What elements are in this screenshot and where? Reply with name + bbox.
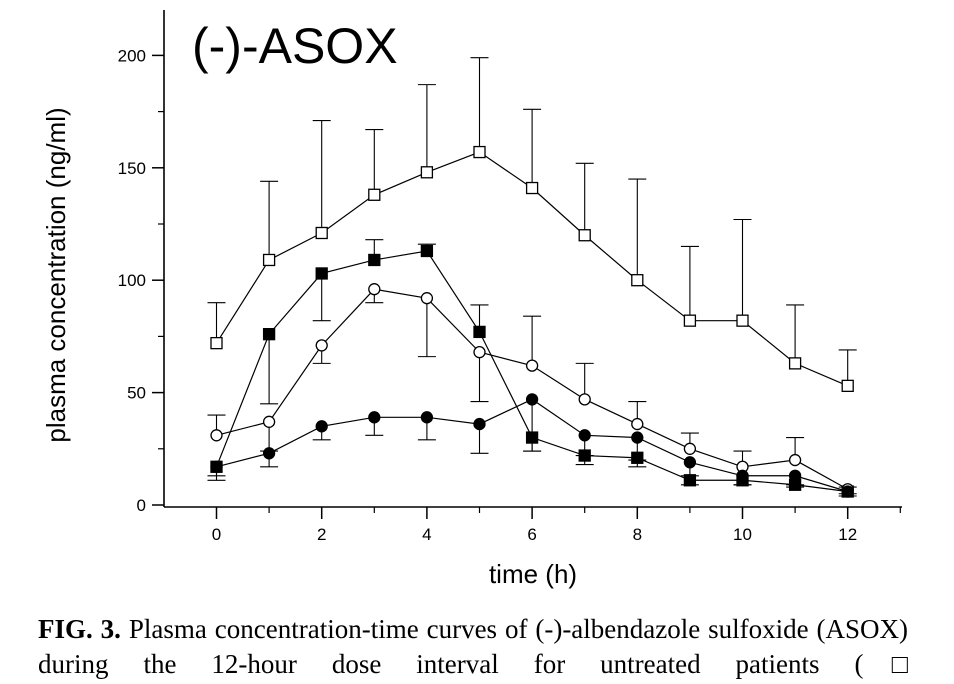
data-point: [368, 188, 381, 201]
figure-caption: FIG. 3. Plasma concentration-time curves …: [38, 612, 908, 682]
series-open-square: [207, 57, 857, 393]
x-tick-label: 6: [527, 525, 536, 544]
data-point: [315, 267, 328, 280]
caption-text: Plasma concentration-time curves of (-)-…: [38, 614, 908, 679]
data-point: [788, 357, 802, 370]
x-tick-label: 4: [422, 525, 431, 544]
x-tick-label: 12: [838, 525, 857, 544]
data-point: [420, 411, 434, 424]
y-tick-label: 0: [137, 496, 146, 515]
x-tick-label: 2: [317, 525, 326, 544]
data-point: [525, 393, 539, 406]
data-point: [262, 447, 276, 460]
data-point: [525, 181, 539, 195]
data-point: [420, 244, 434, 258]
data-point: [368, 411, 381, 424]
data-point: [841, 485, 854, 498]
figure-label: FIG. 3.: [38, 614, 121, 644]
data-point: [578, 429, 591, 442]
data-point: [631, 274, 644, 287]
y-tick-label: 100: [118, 271, 146, 290]
x-axis-label: time (h): [489, 559, 577, 589]
data-point: [841, 379, 854, 393]
data-point: [736, 314, 749, 327]
data-point: [262, 328, 276, 341]
chart-axes: [163, 10, 902, 508]
data-point: [420, 292, 434, 305]
y-axis-ticks: 0 50 100 150 200: [118, 46, 164, 515]
chart-title: (-)-ASOX: [192, 18, 398, 74]
data-point: [683, 456, 697, 469]
y-tick-label: 200: [118, 46, 146, 65]
y-axis-label: plasma concentration (ng/ml): [41, 107, 71, 442]
data-point: [525, 359, 539, 372]
data-point: [578, 393, 591, 406]
x-tick-label: 0: [212, 525, 221, 544]
x-axis-ticks: 0 2 4 6 8 10 12: [212, 507, 901, 544]
data-point: [368, 253, 381, 267]
data-point: [683, 442, 697, 455]
data-point: [631, 417, 644, 431]
data-point: [788, 469, 802, 482]
data-point: [473, 417, 486, 431]
data-point: [473, 325, 486, 339]
series-filled-circle: [207, 393, 857, 498]
data-point: [315, 226, 328, 240]
y-tick-label: 150: [118, 159, 146, 178]
data-point: [262, 415, 276, 428]
data-point: [736, 469, 749, 482]
data-point: [683, 474, 697, 487]
data-point: [368, 283, 381, 296]
data-point: [683, 314, 697, 327]
data-point: [631, 431, 644, 444]
data-point: [210, 336, 223, 350]
data-point: [315, 339, 328, 352]
data-point: [473, 145, 486, 159]
plot-area: [207, 57, 857, 498]
data-point: [788, 453, 802, 467]
x-tick-label: 10: [733, 525, 752, 544]
x-tick-label: 8: [633, 525, 642, 544]
data-point: [578, 229, 591, 242]
series-open-circle: [207, 283, 857, 496]
data-point: [420, 166, 434, 179]
data-point: [210, 460, 223, 473]
y-tick-label: 50: [127, 384, 146, 403]
data-point: [473, 345, 486, 359]
data-point: [315, 420, 328, 433]
data-point: [210, 429, 223, 442]
data-point: [262, 253, 276, 267]
